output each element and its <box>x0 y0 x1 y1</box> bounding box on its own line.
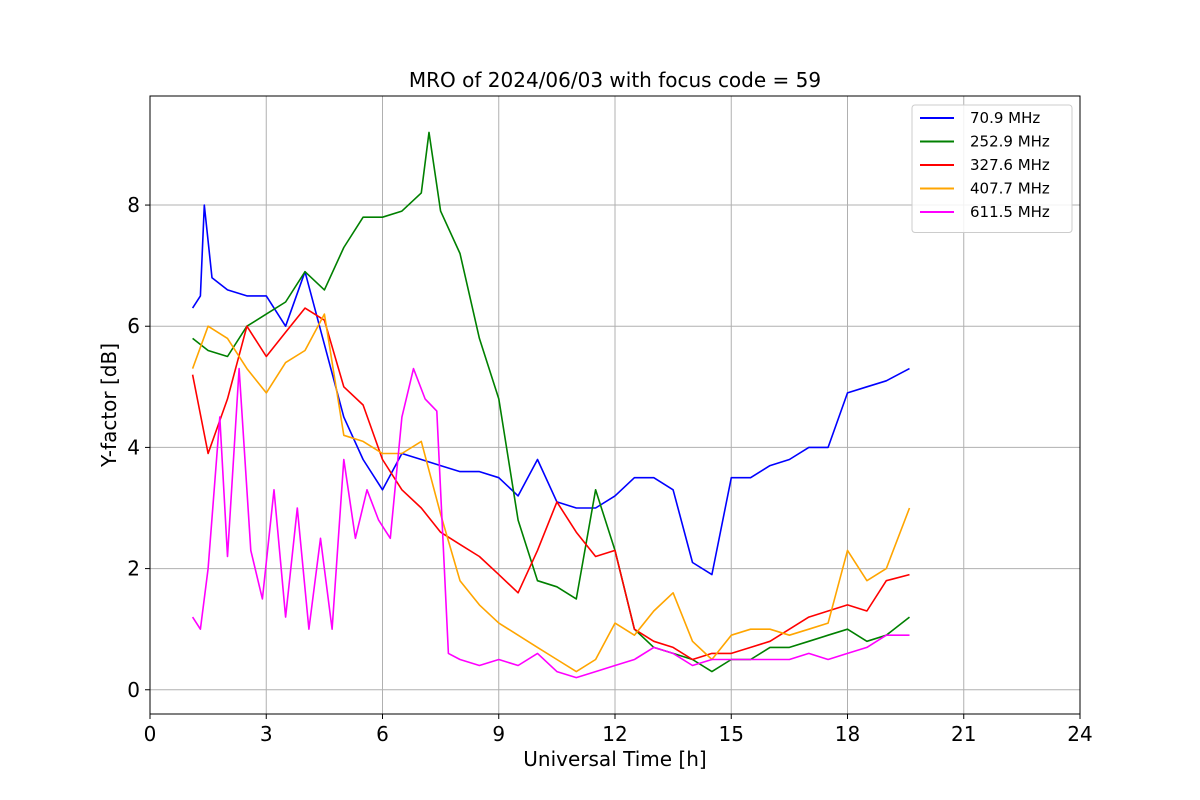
x-tick-label: 6 <box>376 722 389 746</box>
x-tick-label: 0 <box>144 722 157 746</box>
chart-title: MRO of 2024/06/03 with focus code = 59 <box>409 68 821 92</box>
series-layer <box>191 131 911 679</box>
series-line-1 <box>192 131 910 673</box>
x-tick-label: 21 <box>951 722 976 746</box>
series-line-3 <box>191 313 911 673</box>
x-tick-label: 12 <box>602 722 627 746</box>
x-axis-label: Universal Time [h] <box>523 747 706 771</box>
legend-entry-label: 407.7 MHz <box>970 180 1050 198</box>
x-tick-label: 9 <box>492 722 505 746</box>
legend-entry-label: 611.5 MHz <box>970 203 1050 221</box>
series-line-0 <box>191 204 910 576</box>
y-tick-label: 6 <box>127 314 140 338</box>
legend-entry-label: 327.6 MHz <box>970 156 1050 174</box>
x-tick-label: 3 <box>260 722 273 746</box>
y-tick-label: 4 <box>127 435 140 459</box>
legend: 70.9 MHz 252.9 MHz 327.6 MHz 407.7 MHz 611.5… <box>911 104 1073 233</box>
y-tick-label: 8 <box>127 193 140 217</box>
x-tick-label: 24 <box>1067 722 1092 746</box>
y-tick-label: 2 <box>127 557 140 581</box>
x-tick-label: 15 <box>719 722 744 746</box>
series-line-4 <box>191 367 910 679</box>
legend-entry-label: 252.9 MHz <box>970 133 1050 151</box>
y-tick-label: 0 <box>127 678 140 702</box>
series-line-2 <box>191 307 910 661</box>
legend-box <box>911 104 1073 233</box>
legend-entry-label: 70.9 MHz <box>970 109 1040 127</box>
x-tick-label: 18 <box>835 722 860 746</box>
y-axis-label: Y-factor [dB] <box>97 343 121 468</box>
